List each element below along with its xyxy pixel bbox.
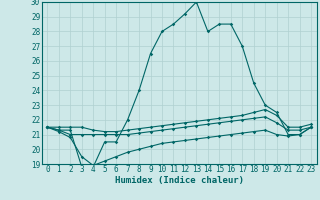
X-axis label: Humidex (Indice chaleur): Humidex (Indice chaleur) [115, 176, 244, 185]
